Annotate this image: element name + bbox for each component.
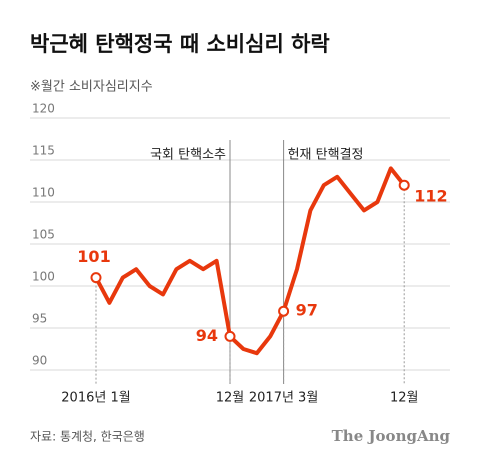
x-tick-label: 2016년 1월: [61, 391, 130, 406]
y-tick-label: 95: [32, 312, 47, 326]
data-label: 101: [77, 247, 110, 266]
source: 자료: 통계청, 한국은행: [30, 429, 145, 444]
y-tick-label: 120: [32, 102, 55, 116]
annotation: 국회 탄핵소추: [150, 148, 226, 163]
y-tick-label: 100: [32, 270, 55, 284]
y-tick-label: 105: [32, 228, 55, 242]
line: [94, 166, 406, 356]
point-marker: [90, 272, 102, 284]
subtitle: ※월간 소비자심리지수: [30, 80, 153, 95]
point-marker: [398, 179, 410, 191]
x-tick-label: 12월: [390, 391, 419, 406]
y-tick-label: 90: [32, 354, 47, 368]
logo: The JoongAng: [332, 427, 451, 445]
data-label: 94: [196, 326, 218, 345]
y-tick-label: 115: [32, 144, 55, 158]
y-tick-label: 110: [32, 186, 55, 200]
data-label: 97: [296, 301, 318, 320]
annotation: 헌재 탄핵결정: [288, 148, 364, 163]
point-marker: [224, 330, 236, 342]
point-marker: [278, 305, 290, 317]
x-tick-label: 2017년 3월: [249, 391, 318, 406]
data-label: 112: [414, 187, 447, 206]
chart-title: 박근혜 탄핵정국 때 소비심리 하락: [30, 32, 330, 56]
x-tick-label: 12월: [216, 391, 245, 406]
